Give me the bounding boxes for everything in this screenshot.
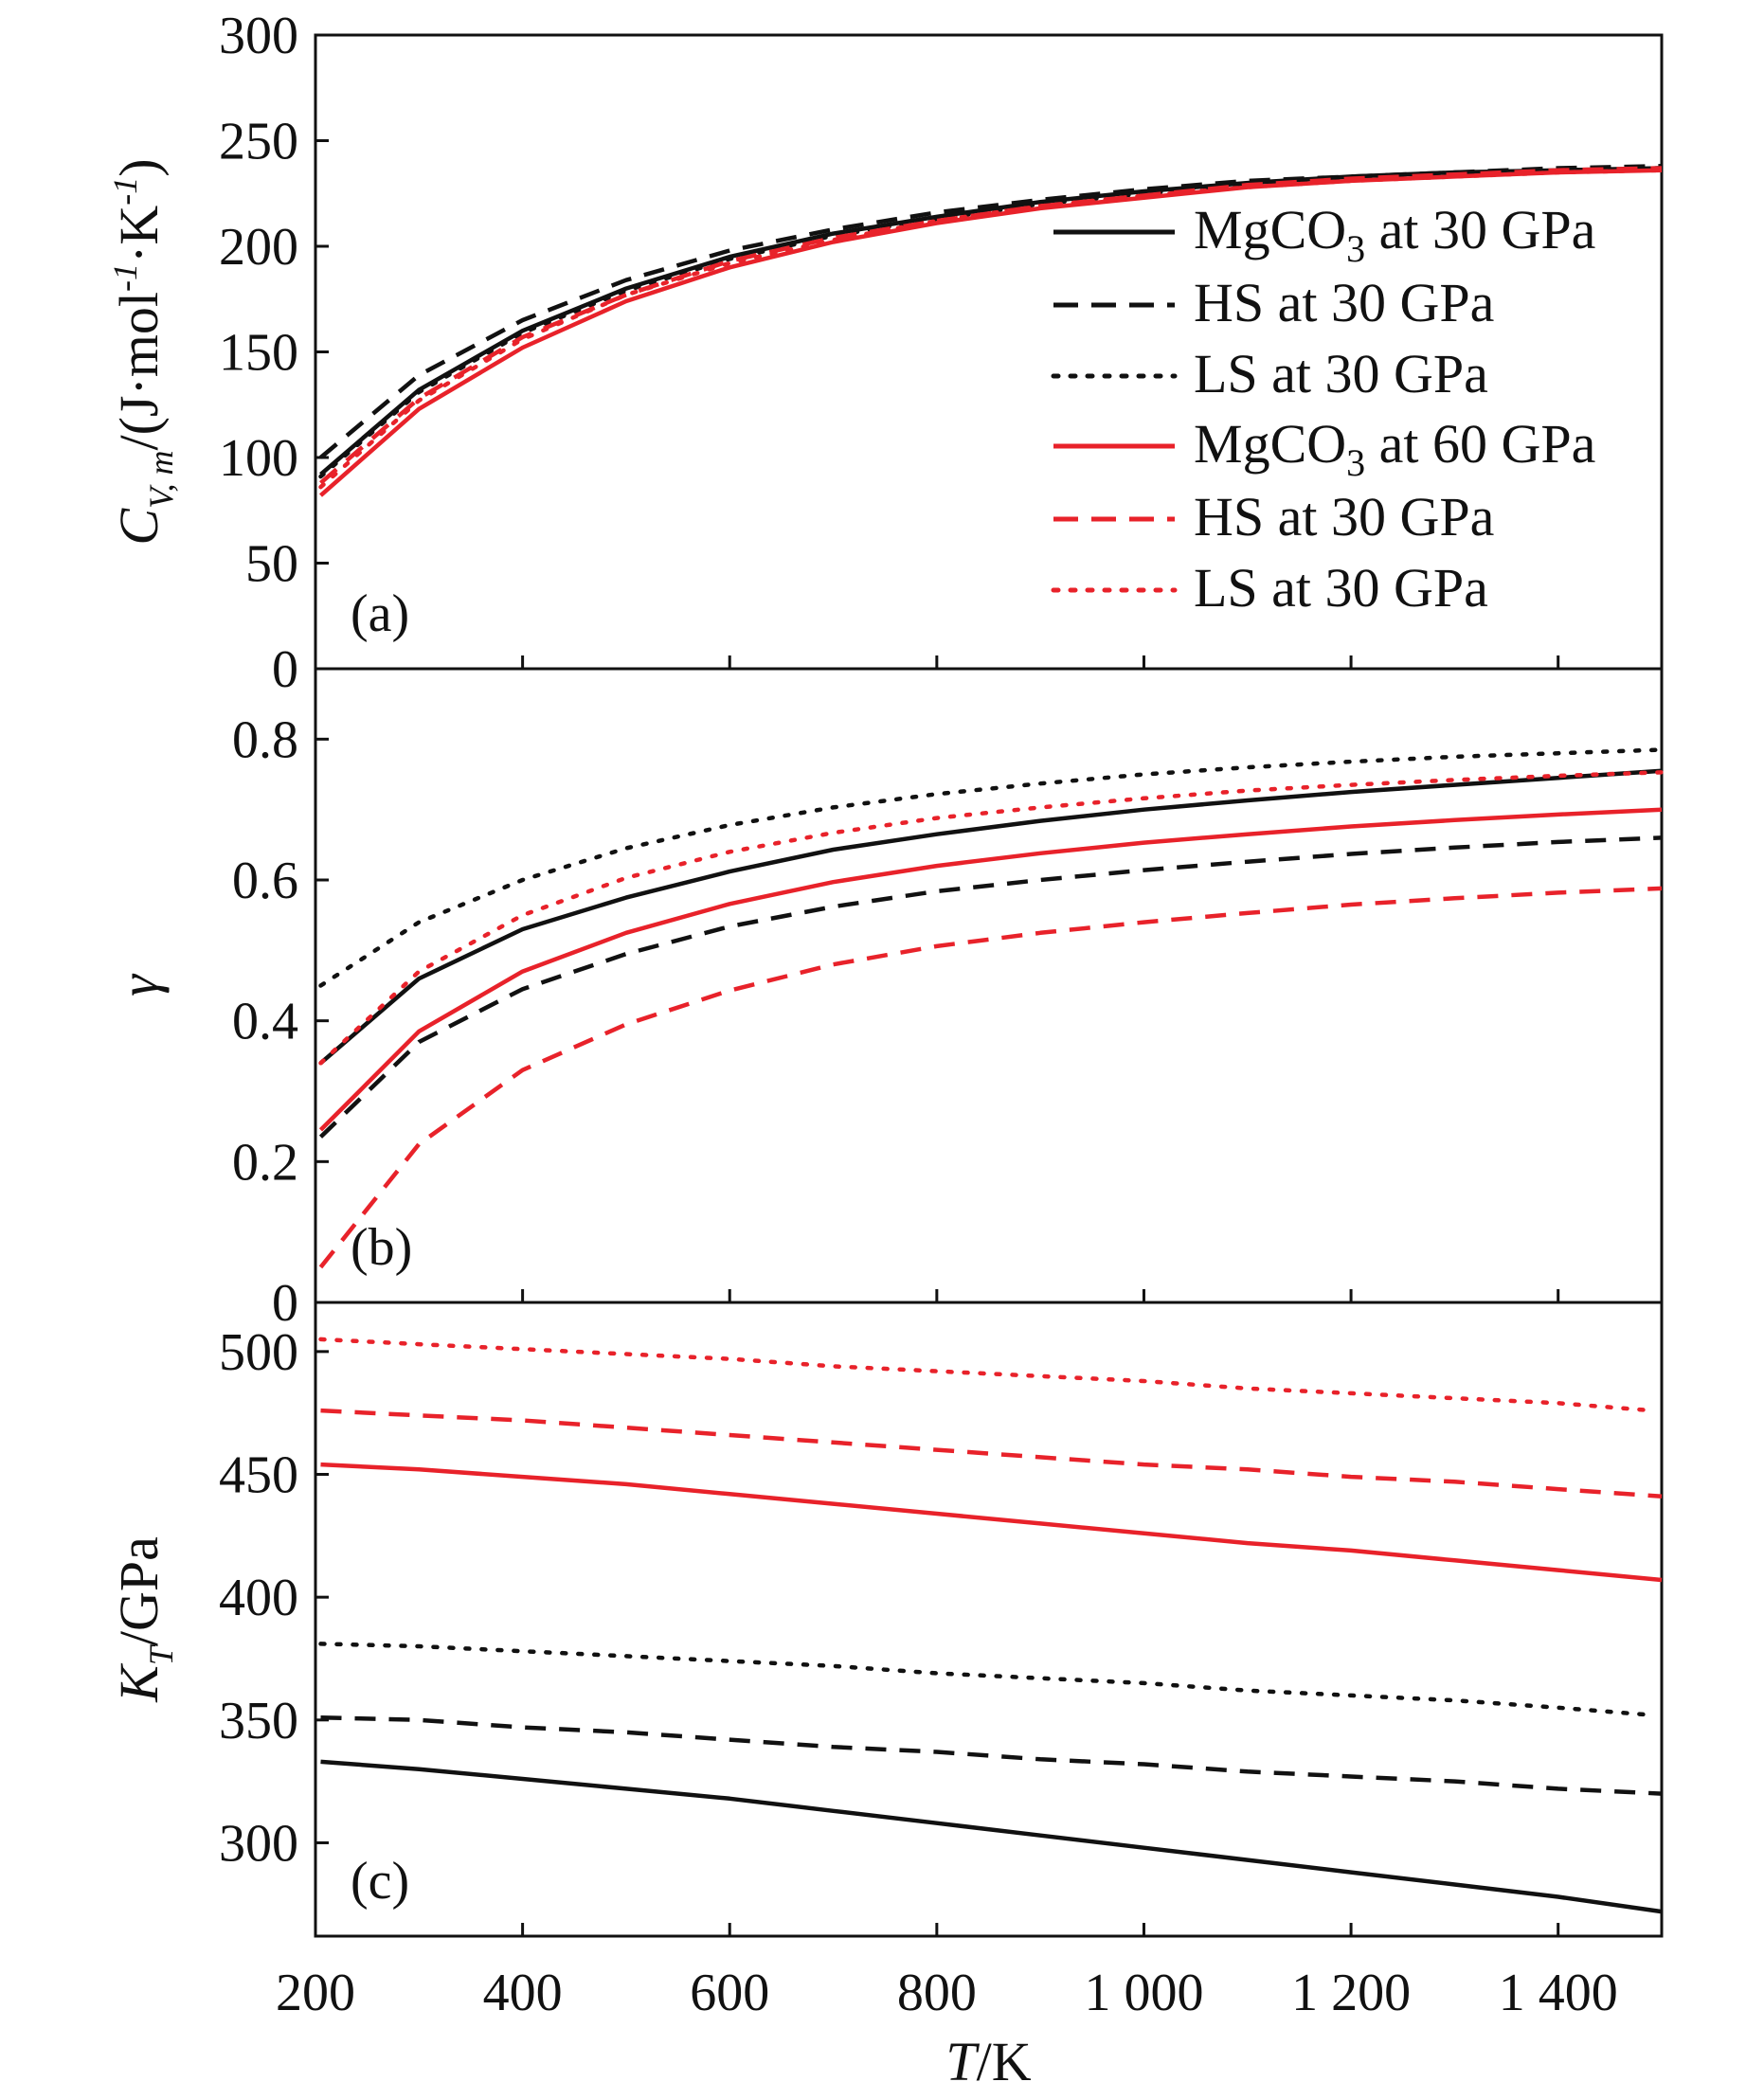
legend-label: HS at 30 GPa — [1194, 486, 1494, 547]
y-tick-label-b: 0 — [272, 1274, 298, 1333]
series-line-c-4 — [320, 1462, 1663, 1583]
x-axis-label: T/K — [945, 2031, 1031, 2092]
y-tick-label-a: 50 — [245, 535, 298, 594]
panel-tag-b: (b) — [351, 1218, 412, 1277]
panel-tag-c: (c) — [351, 1852, 409, 1911]
x-tick-label: 200 — [276, 1964, 355, 2022]
panel-tag-a: (a) — [351, 584, 409, 643]
y-tick-label-c: 300 — [219, 1814, 298, 1873]
x-tick-label: 1 000 — [1084, 1964, 1203, 2022]
y-tick-label-a: 0 — [272, 640, 298, 699]
series-line-c-1 — [320, 1759, 1663, 1914]
series-line-c-5 — [320, 1408, 1663, 1499]
y-axis-label-a: CV, m/(J·mol-1·K-1) — [106, 158, 180, 545]
y-tick-label-a: 200 — [219, 218, 298, 277]
y-tick-label-c: 400 — [219, 1569, 298, 1627]
y-axis-label-b: γ — [108, 973, 170, 996]
plot-frame-c — [314, 1301, 1664, 1938]
series-line-a-2 — [319, 164, 1663, 459]
x-tick-label: 1 400 — [1499, 1964, 1618, 2022]
legend-label: LS at 30 GPa — [1194, 343, 1488, 404]
series-layer — [318, 164, 1665, 1914]
y-tick-label-a: 150 — [219, 324, 298, 383]
series-line-b-2 — [318, 835, 1663, 1139]
x-tick-label: 1 200 — [1291, 1964, 1411, 2022]
y-tick-label-c: 450 — [219, 1446, 298, 1505]
series-line-b-1 — [319, 768, 1663, 1066]
x-tick-label: 400 — [483, 1964, 563, 2022]
series-line-b-6 — [318, 770, 1665, 1066]
y-tick-label-b: 0.4 — [232, 993, 298, 1051]
y-tick-label-b: 0.2 — [232, 1133, 298, 1192]
legend-label: HS at 30 GPa — [1194, 272, 1494, 333]
y-tick-label-a: 100 — [219, 429, 298, 488]
x-tick-label: 600 — [690, 1964, 769, 2022]
series-line-b-3 — [318, 747, 1665, 988]
y-tick-label-b: 0.8 — [232, 710, 298, 769]
legend-label: LS at 30 GPa — [1194, 557, 1488, 619]
legend-label: MgCO3 at 30 GPa — [1194, 199, 1595, 270]
y-axis-label-c: KT/GPa — [108, 1536, 180, 1703]
y-tick-label-c: 500 — [219, 1323, 298, 1382]
series-line-a-4 — [319, 168, 1663, 497]
y-tick-label-a: 300 — [219, 7, 298, 65]
series-line-a-5 — [319, 166, 1663, 485]
x-tick-label: 800 — [897, 1964, 977, 2022]
y-tick-label-b: 0.6 — [232, 852, 298, 910]
series-line-c-2 — [320, 1714, 1663, 1796]
axes-layer — [314, 33, 1664, 1938]
labels-layer: 0 50 100 150 200 250 300 (a) CV, m/(J·mol-1·K-1)… — [106, 7, 1618, 2092]
legend-label: MgCO3 at 60 GPa — [1194, 413, 1595, 484]
y-tick-label-c: 350 — [219, 1692, 298, 1750]
series-line-b-4 — [318, 807, 1663, 1132]
y-tick-label-a: 250 — [219, 113, 298, 171]
